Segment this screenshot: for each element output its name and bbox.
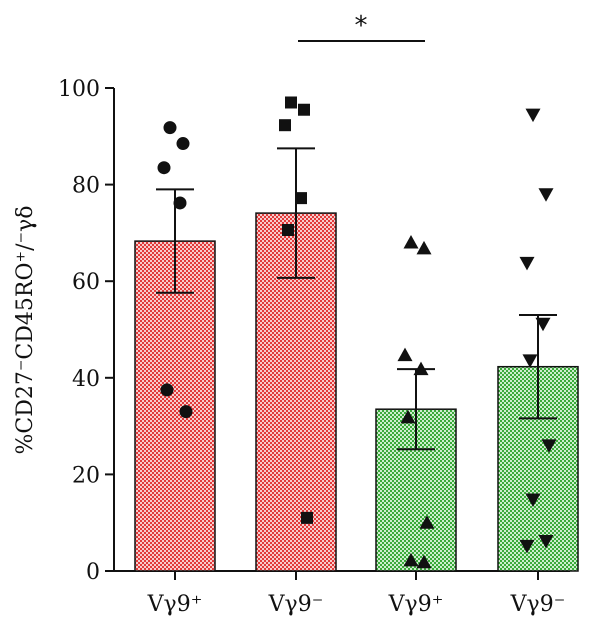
data-point-0-2 [157, 161, 171, 175]
significance-label: * [355, 11, 368, 41]
data-point-2-6 [403, 552, 419, 567]
data-points-group [157, 96, 557, 569]
data-point-2-3 [413, 361, 429, 376]
data-point-1-5 [301, 511, 313, 524]
bar-0 [134, 240, 216, 572]
significance-group: * [298, 11, 425, 42]
x-tick-label-2: Vγ9⁺ [388, 592, 444, 617]
data-point-0-1 [176, 137, 190, 151]
data-point-2-4 [400, 409, 416, 424]
y-tick-label-1: 20 [72, 463, 100, 488]
y-tick-label-5: 100 [58, 77, 100, 102]
data-point-3-3 [535, 317, 551, 332]
data-point-3-1 [538, 188, 554, 202]
data-point-1-2 [279, 119, 291, 132]
x-tick-label-1: Vγ9⁻ [268, 592, 324, 617]
y-axis: 0 20 40 60 80 100 [58, 77, 115, 585]
data-point-3-4 [522, 354, 538, 368]
data-point-3-7 [538, 535, 554, 549]
x-axis: Vγ9⁺ Vγ9⁻ Vγ9⁺ Vγ9⁻ [114, 570, 570, 617]
data-point-0-5 [179, 405, 193, 419]
data-point-2-2 [397, 347, 413, 362]
error-bars-group [156, 147, 557, 451]
data-point-2-0 [403, 235, 419, 249]
data-point-3-0 [525, 108, 541, 123]
data-point-1-3 [295, 192, 307, 205]
bars-group [134, 212, 579, 572]
y-axis-title: %CD27⁻CD45RO⁺/⁻γδ [13, 205, 38, 454]
y-tick-label-0: 0 [86, 560, 100, 585]
y-tick-label-2: 40 [72, 367, 100, 392]
data-point-3-2 [519, 256, 535, 271]
x-tick-label-0: Vγ9⁺ [147, 592, 203, 617]
data-point-2-5 [419, 515, 435, 529]
data-point-3-8 [519, 539, 535, 554]
data-point-3-6 [525, 493, 541, 508]
data-point-1-1 [298, 103, 310, 116]
data-point-2-1 [416, 240, 432, 255]
data-point-0-4 [160, 383, 174, 397]
data-point-0-0 [163, 121, 177, 135]
data-point-1-4 [282, 224, 294, 237]
data-point-1-0 [285, 96, 297, 109]
y-tick-label-3: 60 [72, 270, 100, 295]
data-point-3-5 [541, 439, 557, 453]
data-point-0-3 [173, 196, 187, 210]
y-tick-label-4: 80 [72, 174, 100, 199]
x-tick-label-3: Vγ9⁻ [510, 592, 566, 617]
data-point-2-7 [416, 554, 432, 569]
